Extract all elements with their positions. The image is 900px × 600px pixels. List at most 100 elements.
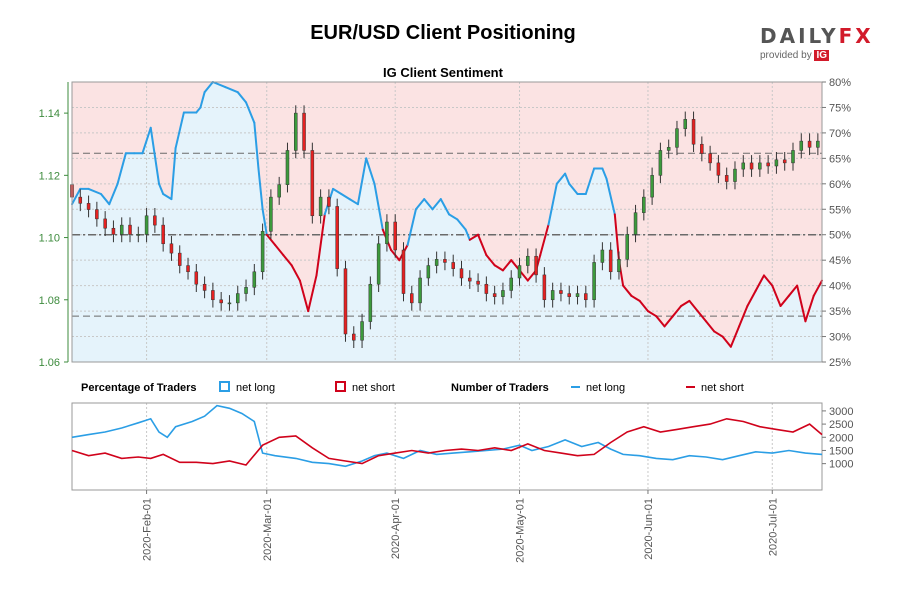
candle-body	[691, 119, 696, 145]
legend-short-label: net short	[352, 382, 395, 394]
candle-body	[633, 212, 638, 235]
candle-body	[791, 150, 795, 164]
candle-body	[360, 321, 364, 341]
sentiment-segment	[584, 167, 596, 195]
legend-long-label-2: net long	[586, 382, 625, 394]
legend: Percentage of Traders net long net short Nu…	[81, 381, 744, 394]
sentiment-segment	[688, 299, 699, 313]
candle-body	[733, 168, 737, 182]
candle-body	[584, 293, 588, 301]
candle-body	[95, 209, 99, 220]
candle-body	[716, 162, 721, 176]
candle-body	[758, 162, 762, 170]
candle-body	[468, 277, 472, 282]
sentiment-segment	[646, 310, 658, 318]
candle-body	[136, 234, 141, 236]
sentiment-segment	[365, 157, 376, 185]
candle-body	[617, 259, 621, 273]
logo-provided-by: provided by IG	[760, 50, 870, 61]
date-tick-label: 2020-Apr-01	[390, 498, 402, 559]
candle-body	[169, 243, 174, 254]
candle-body	[401, 249, 406, 294]
sentiment-segment	[485, 254, 496, 267]
page-title: EUR/USD Client Positioning	[310, 22, 576, 44]
sentiment-tick-label: 40%	[829, 281, 851, 293]
sentiment-tick-label: 35%	[829, 306, 851, 318]
candle-body	[269, 196, 273, 232]
price-tick-label: 1.12	[39, 170, 60, 182]
sentiment-segment	[630, 294, 641, 302]
candle-body	[559, 290, 563, 294]
sentiment-tick-label: 25%	[829, 357, 851, 369]
candle-body	[78, 196, 83, 204]
sentiment-tick-label: 50%	[829, 230, 851, 242]
sentiment-segment	[236, 91, 248, 104]
legend-long-label: net long	[236, 382, 275, 394]
candle-body	[285, 150, 290, 185]
sentiment-segment	[100, 193, 111, 206]
candle-body	[749, 162, 754, 170]
candle-body	[476, 280, 480, 285]
sentiment-segment	[564, 172, 571, 185]
sentiment-segment	[738, 305, 749, 328]
sentiment-tick-label: 55%	[829, 204, 851, 216]
candle-body	[86, 203, 91, 210]
sentiment-segment	[373, 182, 384, 231]
sentiment-tick-label: 80%	[829, 77, 851, 89]
sentiment-segment	[211, 81, 227, 89]
candle-body	[741, 162, 746, 170]
candle-body	[144, 215, 149, 235]
sentiment-segment	[265, 233, 277, 246]
sentiment-segment	[348, 198, 359, 206]
sentiment-segment	[158, 182, 165, 195]
sentiment-segment	[149, 126, 161, 185]
candle-body	[807, 140, 812, 148]
candle-body	[443, 259, 447, 263]
candle-body	[252, 271, 257, 288]
sentiment-segment	[356, 157, 368, 206]
sentiment-segment	[431, 198, 442, 211]
sentiment-segment	[71, 187, 82, 206]
candle-body	[534, 255, 538, 276]
candle-body	[128, 224, 132, 235]
logo-provided-text: provided by	[760, 50, 812, 61]
sentiment-segment	[601, 167, 608, 180]
legend-number-title: Number of Traders	[451, 382, 549, 394]
legend-short-swatch	[335, 381, 346, 392]
sentiment-segment	[493, 264, 504, 272]
price-candles	[70, 105, 820, 348]
sentiment-line	[71, 81, 823, 348]
candle-body	[608, 249, 613, 273]
trader-short-line	[71, 417, 823, 466]
sentiment-tick-label: 70%	[829, 128, 851, 140]
sentiment-segment	[274, 243, 285, 257]
date-tick-label: 2020-Feb-01	[142, 498, 154, 561]
sentiment-segment	[141, 126, 152, 155]
sentiment-segment	[253, 121, 260, 170]
sentiment-tick-label: 65%	[829, 153, 851, 165]
candle-body	[244, 287, 248, 294]
sentiment-segment	[340, 193, 351, 201]
sentiment-segment	[655, 315, 666, 328]
date-tick-label: 2020-Jul-01	[767, 498, 779, 556]
sentiment-segment	[439, 198, 451, 216]
sentiment-segment	[812, 279, 823, 297]
sentiment-segment	[638, 299, 649, 313]
sentiment-segment	[704, 320, 716, 333]
sentiment-segment	[170, 147, 177, 201]
candle-body	[542, 274, 547, 301]
date-tick-label: 2020-Mar-01	[262, 498, 274, 561]
candle-body	[393, 221, 397, 251]
sentiment-segment	[162, 193, 173, 201]
candle-body	[592, 262, 596, 301]
sentiment-segment	[729, 325, 741, 348]
candle-body	[799, 140, 804, 151]
price-tick-label: 1.08	[39, 295, 60, 307]
candle-body	[459, 268, 464, 279]
candle-body	[434, 259, 439, 266]
sentiment-segment	[477, 233, 488, 257]
candle-body	[410, 293, 414, 304]
candle-body	[385, 221, 389, 245]
date-tick-label: 2020-Jun-01	[643, 498, 655, 560]
trader-tick-label: 2000	[829, 432, 853, 444]
